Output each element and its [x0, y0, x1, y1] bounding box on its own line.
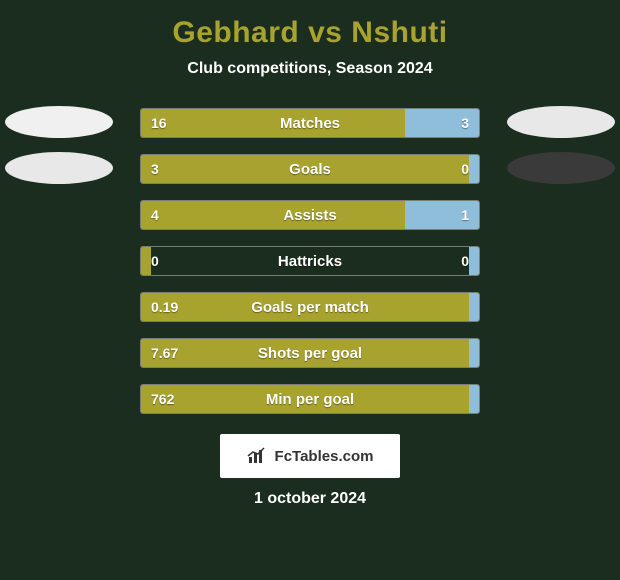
title-vs: vs [308, 16, 342, 49]
stat-bar-left-fill [141, 201, 405, 229]
stat-bar-left-fill [141, 385, 469, 413]
stat-bar-track: 0.19Goals per match [140, 292, 480, 322]
avatar-right [507, 106, 615, 138]
stat-row: 7.67Shots per goal [0, 336, 620, 370]
comparison-infographic: Gebhard vs Nshuti Club competitions, Sea… [0, 0, 620, 580]
stat-row: 30Goals [0, 152, 620, 186]
stat-bar-left-fill [141, 247, 151, 275]
stat-bar-right-fill [469, 247, 479, 275]
avatar-left [5, 106, 113, 138]
stat-value-left: 0 [151, 247, 159, 275]
stat-bar-track: 0 0Hattricks [140, 246, 480, 276]
stat-bar-left-fill [141, 339, 469, 367]
stat-bar-track: 163Matches [140, 108, 480, 138]
stat-row: 762Min per goal [0, 382, 620, 416]
avatar-right [507, 152, 615, 184]
stat-label: Hattricks [141, 247, 479, 275]
stat-bar-right-fill [469, 339, 479, 367]
watermark-text: FcTables.com [275, 448, 374, 465]
watermark-badge: FcTables.com [220, 434, 400, 478]
stat-row: 0.19Goals per match [0, 290, 620, 324]
stat-bar-track: 762Min per goal [140, 384, 480, 414]
stat-bar-right-fill [405, 109, 479, 137]
stat-value-right: 0 [461, 247, 469, 275]
stat-bar-left-fill [141, 109, 405, 137]
stat-bar-left-fill [141, 155, 469, 183]
stat-bar-right-fill [469, 293, 479, 321]
stat-rows: 163Matches 30Goals 41Assists 0 0Hattricks 0.1… [0, 106, 620, 416]
stat-bar-track: 30Goals [140, 154, 480, 184]
stat-bar-right-fill [469, 385, 479, 413]
player-left-name: Gebhard [172, 16, 299, 49]
stat-bar-track: 7.67Shots per goal [140, 338, 480, 368]
player-right-name: Nshuti [351, 16, 447, 49]
stat-row: 41Assists [0, 198, 620, 232]
stat-row: 0 0Hattricks [0, 244, 620, 278]
avatar-left [5, 152, 113, 184]
stat-bar-left-fill [141, 293, 469, 321]
stat-bar-right-fill [469, 155, 479, 183]
stat-bar-right-fill [405, 201, 479, 229]
stat-row: 163Matches [0, 106, 620, 140]
main-title: Gebhard vs Nshuti [0, 16, 620, 50]
date-text: 1 october 2024 [0, 490, 620, 508]
watermark-chart-icon [247, 447, 269, 465]
stat-bar-track: 41Assists [140, 200, 480, 230]
subtitle: Club competitions, Season 2024 [0, 60, 620, 78]
